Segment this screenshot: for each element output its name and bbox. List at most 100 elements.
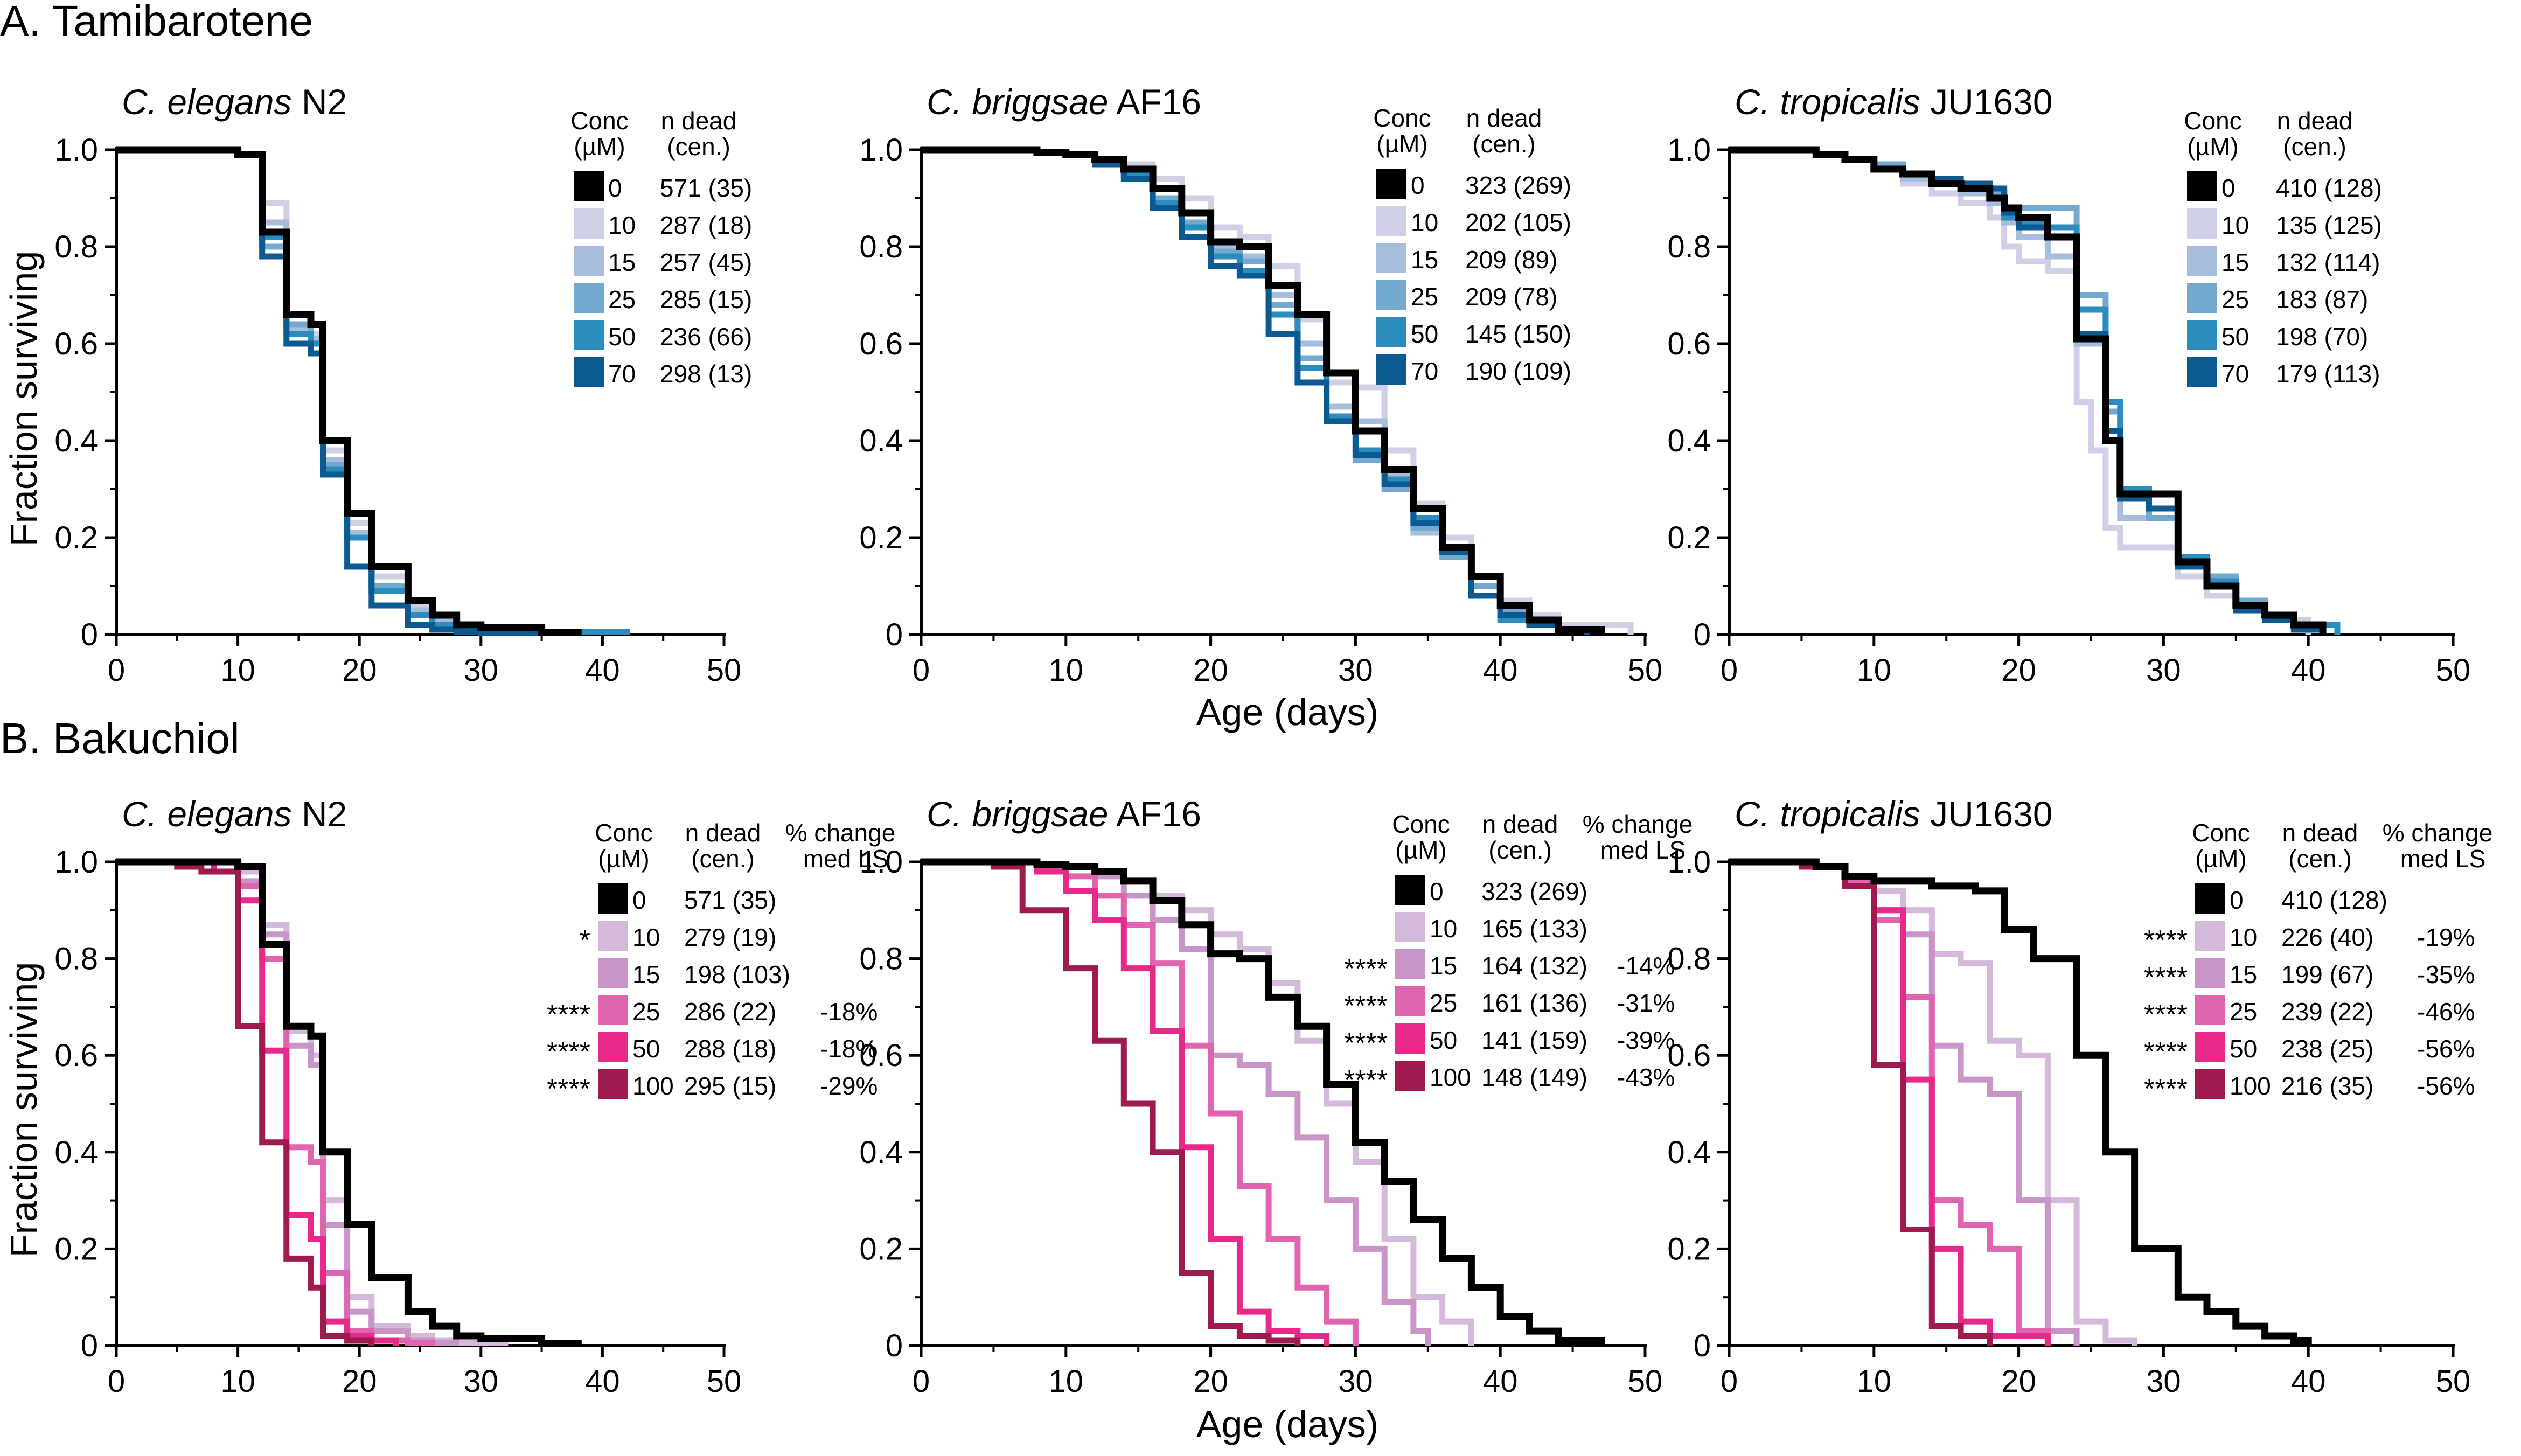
legend-swatch — [574, 320, 604, 350]
legend-ndead: 288 (18) — [684, 1035, 776, 1063]
legend-ndead: 202 (105) — [1465, 208, 1571, 236]
legend-conc: 0 — [632, 886, 646, 914]
chart-panels: C. elegans N2 0 10 20 30 40 50 0 0.2 0.4 0.6 0.8 1.0… — [54, 82, 2492, 1399]
legend-header-censored: (cen.) — [2288, 845, 2352, 873]
legend-header-censored: (cen.) — [1472, 130, 1536, 158]
y-tick-label: 0.6 — [1667, 326, 1711, 361]
legend-ndead: 239 (22) — [2281, 998, 2373, 1026]
y-tick-label: 0 — [81, 1328, 98, 1363]
legend-conc: 25 — [632, 998, 660, 1026]
legend-swatch — [2187, 208, 2217, 239]
legend-swatch — [598, 995, 628, 1025]
x-tick-label: 10 — [220, 1364, 255, 1399]
legend-conc: 0 — [2230, 886, 2244, 914]
legend-conc: 100 — [2230, 1072, 2271, 1100]
legend-swatch — [1395, 1061, 1425, 1091]
y-tick-label: 0.6 — [1667, 1038, 1711, 1073]
x-tick-label: 50 — [2436, 1364, 2471, 1399]
legend-change: -18% — [820, 998, 878, 1026]
legend-conc: 0 — [2221, 174, 2236, 202]
x-tick-label: 20 — [2001, 653, 2036, 688]
x-tick-label: 50 — [1628, 653, 1663, 688]
y-tick-label: 0.6 — [859, 326, 903, 361]
legend-swatch — [2195, 995, 2225, 1025]
x-tick-label: 30 — [464, 653, 499, 688]
x-tick-label: 20 — [342, 653, 377, 688]
y-tick-label: 0.8 — [859, 229, 903, 264]
legend-header-censored: (cen.) — [691, 845, 755, 873]
legend-change: -14% — [1617, 952, 1675, 980]
x-tick-label: 0 — [913, 653, 930, 688]
survival-curve-25 — [1729, 859, 2051, 1346]
y-tick-label: 1.0 — [859, 845, 903, 880]
legend-ndead: 236 (66) — [660, 323, 752, 351]
legend-header-conc: Conc — [1373, 104, 1431, 132]
panel-title-strain: JU1630 — [1920, 82, 2053, 122]
panel-title-species: C. briggsae — [927, 794, 1109, 834]
x-tick-label: 30 — [2146, 653, 2181, 688]
x-tick-label: 40 — [2291, 653, 2326, 688]
legend-significance: **** — [1344, 991, 1388, 1022]
legend-ndead: 190 (109) — [1465, 357, 1571, 385]
legend-header-ndead: n dead — [1466, 104, 1542, 132]
y-tick-label: 1.0 — [1667, 133, 1711, 168]
section-title-a: A. Tamibarotene — [0, 0, 313, 45]
legend-conc: 50 — [1411, 320, 1438, 348]
legend-swatch — [2187, 171, 2217, 201]
legend: Conc(µM) n dead(cen.) 0 571 (35) 10 287 (18) 1… — [570, 107, 752, 388]
legend-swatch — [598, 958, 628, 988]
legend-ndead: 135 (125) — [2276, 211, 2382, 239]
legend-ndead: 161 (136) — [1481, 989, 1587, 1017]
legend-swatch — [2195, 921, 2225, 951]
legend-change: -18% — [820, 1035, 878, 1063]
legend-swatch — [1395, 875, 1425, 905]
legend-header-censored: (cen.) — [2283, 133, 2346, 161]
legend-conc: 10 — [632, 923, 660, 951]
panel-title-species: C. tropicalis — [1735, 82, 1920, 122]
y-tick-label: 0.2 — [1667, 1231, 1711, 1266]
legend-ndead: 571 (35) — [684, 886, 776, 914]
x-tick-label: 40 — [585, 1364, 620, 1399]
legend-change: -39% — [1617, 1026, 1675, 1054]
y-tick-label: 0 — [1694, 617, 1711, 652]
legend-change: -35% — [2417, 960, 2475, 988]
legend-significance: **** — [1344, 1065, 1388, 1096]
y-tick-label: 0.8 — [54, 942, 98, 977]
legend-conc: 50 — [608, 323, 636, 351]
legend-significance: **** — [2144, 925, 2188, 956]
legend-header-ndead: n dead — [2277, 107, 2353, 135]
x-tick-label: 30 — [1338, 1364, 1373, 1399]
y-tick-label: 0.2 — [54, 1231, 98, 1266]
legend-swatch — [1395, 986, 1425, 1016]
legend-conc: 25 — [1411, 283, 1438, 311]
survival-curve-100 — [921, 859, 1301, 1346]
legend-swatch — [2195, 1032, 2225, 1062]
panel-title: C. tropicalis JU1630 — [1735, 794, 2053, 834]
x-tick-label: 20 — [342, 1364, 377, 1399]
legend-change: -31% — [1617, 989, 1675, 1017]
legend-header-change: % change — [785, 819, 896, 847]
legend-ndead: 216 (35) — [2281, 1072, 2373, 1100]
x-tick-label: 50 — [2436, 653, 2471, 688]
x-tick-label: 10 — [1049, 653, 1084, 688]
legend-ndead: 198 (70) — [2276, 323, 2368, 351]
legend-significance: **** — [547, 999, 590, 1030]
legend-header-conc-unit: (µM) — [2187, 133, 2238, 161]
legend-ndead: 238 (25) — [2281, 1035, 2373, 1063]
y-tick-label: 0.8 — [54, 229, 98, 264]
legend-conc: 15 — [1430, 952, 1457, 980]
legend-swatch — [574, 171, 604, 201]
legend-header-ndead: n dead — [1482, 810, 1558, 838]
legend-ndead: 141 (159) — [1481, 1026, 1587, 1054]
legend-conc: 10 — [2230, 923, 2257, 951]
legend-ndead: 209 (78) — [1465, 283, 1557, 311]
x-tick-label: 10 — [220, 653, 255, 688]
legend-swatch — [2195, 1069, 2225, 1099]
y-tick-label: 0.6 — [859, 1038, 903, 1073]
panel-title-strain: JU1630 — [1920, 794, 2053, 834]
legend-change: -19% — [2417, 923, 2475, 951]
legend-ndead: 199 (67) — [2281, 960, 2373, 988]
legend-swatch — [2187, 283, 2217, 313]
x-axis-title-a: Age (days) — [1196, 691, 1378, 733]
x-tick-label: 50 — [1628, 1364, 1663, 1399]
